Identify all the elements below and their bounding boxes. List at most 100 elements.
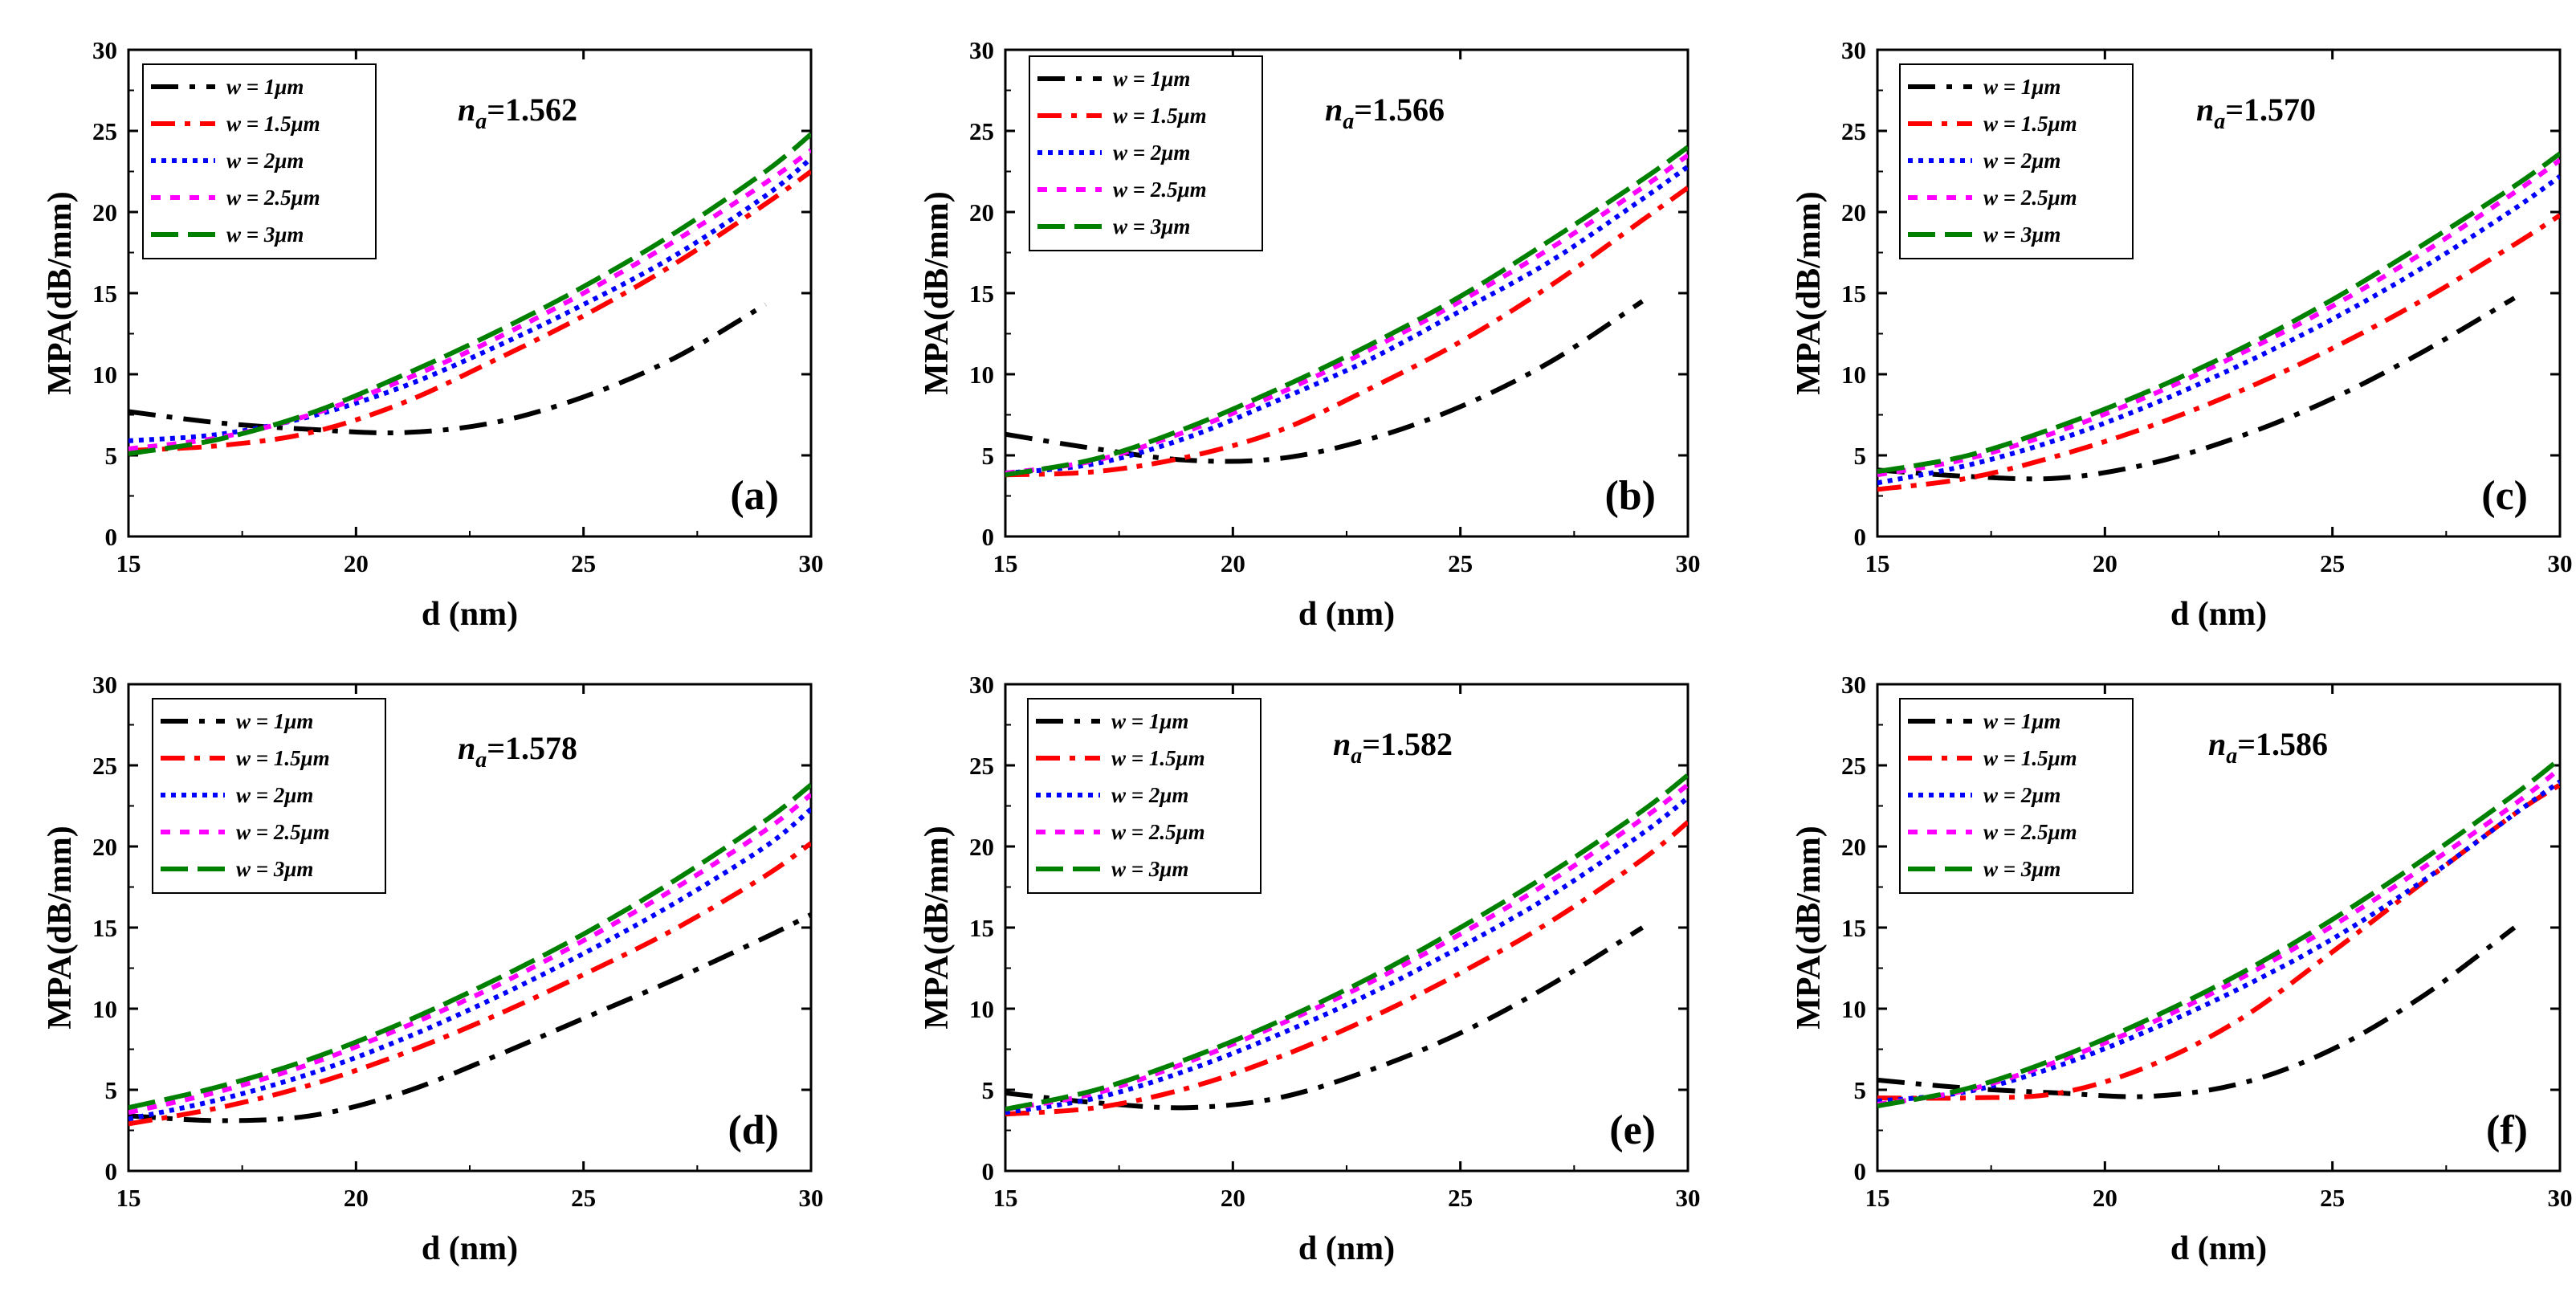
legend-label-2: w = 1.5μm — [1111, 746, 1205, 770]
y-tick-label: 30 — [92, 36, 117, 64]
legend-label-3: w = 2μm — [226, 149, 304, 173]
legend-label-1: w = 1μm — [1983, 75, 2060, 99]
annotation-subscript: a — [2226, 744, 2237, 769]
annotation-value: =1.570 — [2225, 92, 2316, 128]
x-tick-label: 15 — [1865, 1184, 1890, 1212]
annotation-symbol: n — [2196, 92, 2214, 128]
annotation-value: =1.578 — [487, 730, 577, 766]
y-tick-label: 15 — [969, 914, 994, 942]
x-tick-label: 30 — [1676, 1184, 1701, 1212]
panel-label: (f) — [2486, 1107, 2528, 1153]
legend-label-4: w = 2.5μm — [1983, 820, 2077, 844]
legend-label-2: w = 1.5μm — [226, 112, 320, 136]
y-tick-label: 0 — [105, 1157, 118, 1185]
panel-a: 0 5 10 15 20 25 30 15 20 25 30 d (nm) MPA(dB/mm) w = … — [42, 36, 824, 633]
y-tick-label: 20 — [92, 833, 117, 861]
y-tick-label: 25 — [92, 752, 117, 780]
x-axis-label: d (nm) — [1298, 1230, 1395, 1267]
series-line-1 — [128, 304, 765, 433]
y-tick-label: 5 — [105, 442, 118, 470]
refractive-index-annotation: na=1.578 — [458, 730, 577, 773]
y-tick-label: 0 — [982, 1157, 995, 1185]
x-tick-label: 15 — [116, 1184, 141, 1212]
y-tick-label: 15 — [1841, 914, 1866, 942]
x-tick-label: 30 — [799, 549, 824, 577]
legend-label-3: w = 2μm — [1113, 141, 1190, 165]
x-tick-label: 20 — [344, 1184, 369, 1212]
figure-grid: 0 5 10 15 20 25 30 15 20 25 30 d (nm) MPA(dB/mm) w = … — [0, 0, 2576, 1297]
y-tick-label: 10 — [92, 361, 117, 389]
legend-label-5: w = 3μm — [1983, 857, 2060, 881]
y-axis-label: MPA(dB/mm) — [1791, 191, 1828, 395]
y-tick-label: 10 — [969, 361, 994, 389]
y-tick-label: 30 — [969, 671, 994, 699]
y-tick-label: 30 — [92, 671, 117, 699]
x-tick-label: 30 — [799, 1184, 824, 1212]
legend-label-5: w = 3μm — [226, 222, 304, 247]
y-tick-label: 30 — [1841, 671, 1866, 699]
y-tick-label: 15 — [92, 914, 117, 942]
y-tick-label: 5 — [982, 1076, 995, 1104]
legend-label-4: w = 2.5μm — [1983, 186, 2077, 210]
panel-label: (d) — [728, 1107, 779, 1153]
legend-label-3: w = 2μm — [1983, 783, 2060, 807]
x-tick-label: 25 — [1448, 1184, 1473, 1212]
annotation-symbol: n — [458, 730, 475, 766]
x-tick-label: 25 — [571, 549, 596, 577]
legend-label-2: w = 1.5μm — [1983, 112, 2077, 136]
x-tick-label: 20 — [2093, 549, 2117, 577]
annotation-subscript: a — [475, 109, 487, 134]
x-tick-label: 25 — [571, 1184, 596, 1212]
legend-label-5: w = 3μm — [1111, 857, 1188, 881]
annotation-subscript: a — [475, 748, 487, 773]
refractive-index-annotation: na=1.586 — [2208, 726, 2328, 769]
panel-c: 0 5 10 15 20 25 30 15 20 25 30 d (nm) MPA(dB/mm) w = … — [1791, 36, 2573, 633]
y-tick-label: 20 — [1841, 198, 1866, 226]
x-tick-label: 30 — [2548, 1184, 2573, 1212]
x-axis-label: d (nm) — [422, 596, 518, 633]
y-tick-label: 30 — [1841, 36, 1866, 64]
annotation-subscript: a — [2214, 109, 2225, 134]
legend-label-5: w = 3μm — [236, 857, 313, 881]
y-tick-label: 25 — [1841, 117, 1866, 145]
y-axis-label: MPA(dB/mm) — [919, 826, 956, 1030]
legend-label-4: w = 2.5μm — [1113, 177, 1207, 202]
panel-label: (e) — [1609, 1107, 1656, 1153]
annotation-value: =1.582 — [1362, 726, 1453, 762]
legend-label-1: w = 1μm — [1983, 709, 2060, 733]
legend-label-1: w = 1μm — [1111, 709, 1188, 733]
y-tick-label: 5 — [105, 1076, 118, 1104]
y-tick-label: 10 — [1841, 361, 1866, 389]
legend-label-3: w = 2μm — [1983, 149, 2060, 173]
legend-label-4: w = 2.5μm — [1111, 820, 1205, 844]
y-tick-label: 25 — [969, 117, 994, 145]
legend-label-1: w = 1μm — [236, 709, 313, 733]
x-tick-label: 25 — [2320, 549, 2345, 577]
y-tick-label: 5 — [1854, 1076, 1867, 1104]
x-tick-label: 25 — [2320, 1184, 2345, 1212]
annotation-symbol: n — [1333, 726, 1351, 762]
y-tick-label: 30 — [969, 36, 994, 64]
y-tick-label: 20 — [92, 198, 117, 226]
legend-label-3: w = 2μm — [236, 783, 313, 807]
annotation-subscript: a — [1343, 109, 1354, 134]
x-axis-label: d (nm) — [2170, 596, 2267, 633]
series-line-1 — [1877, 928, 2514, 1097]
panel-e: 05101520253015 20 25 30d (nm)MPA(dB/mm)w = … — [919, 671, 1701, 1267]
panel-d: 0 5 10 15 20 25 30 15 20 25 30 d (nm) MPA(dB/mm) w = … — [42, 671, 824, 1267]
x-tick-label: 15 — [993, 1184, 1018, 1212]
y-tick-label: 25 — [1841, 752, 1866, 780]
annotation-symbol: n — [2208, 726, 2226, 762]
refractive-index-annotation: na=1.570 — [2196, 92, 2316, 134]
y-tick-label: 25 — [969, 752, 994, 780]
legend-label-1: w = 1μm — [226, 75, 304, 99]
refractive-index-annotation: na=1.562 — [458, 92, 577, 134]
y-tick-label: 0 — [982, 523, 995, 551]
x-tick-label: 25 — [1448, 549, 1473, 577]
annotation-symbol: n — [458, 92, 475, 128]
x-axis-label: d (nm) — [1298, 596, 1395, 633]
refractive-index-annotation: na=1.566 — [1325, 92, 1445, 134]
x-axis-label: d (nm) — [422, 1230, 518, 1267]
y-axis-label: MPA(dB/mm) — [1791, 826, 1828, 1030]
y-tick-label: 0 — [105, 523, 118, 551]
